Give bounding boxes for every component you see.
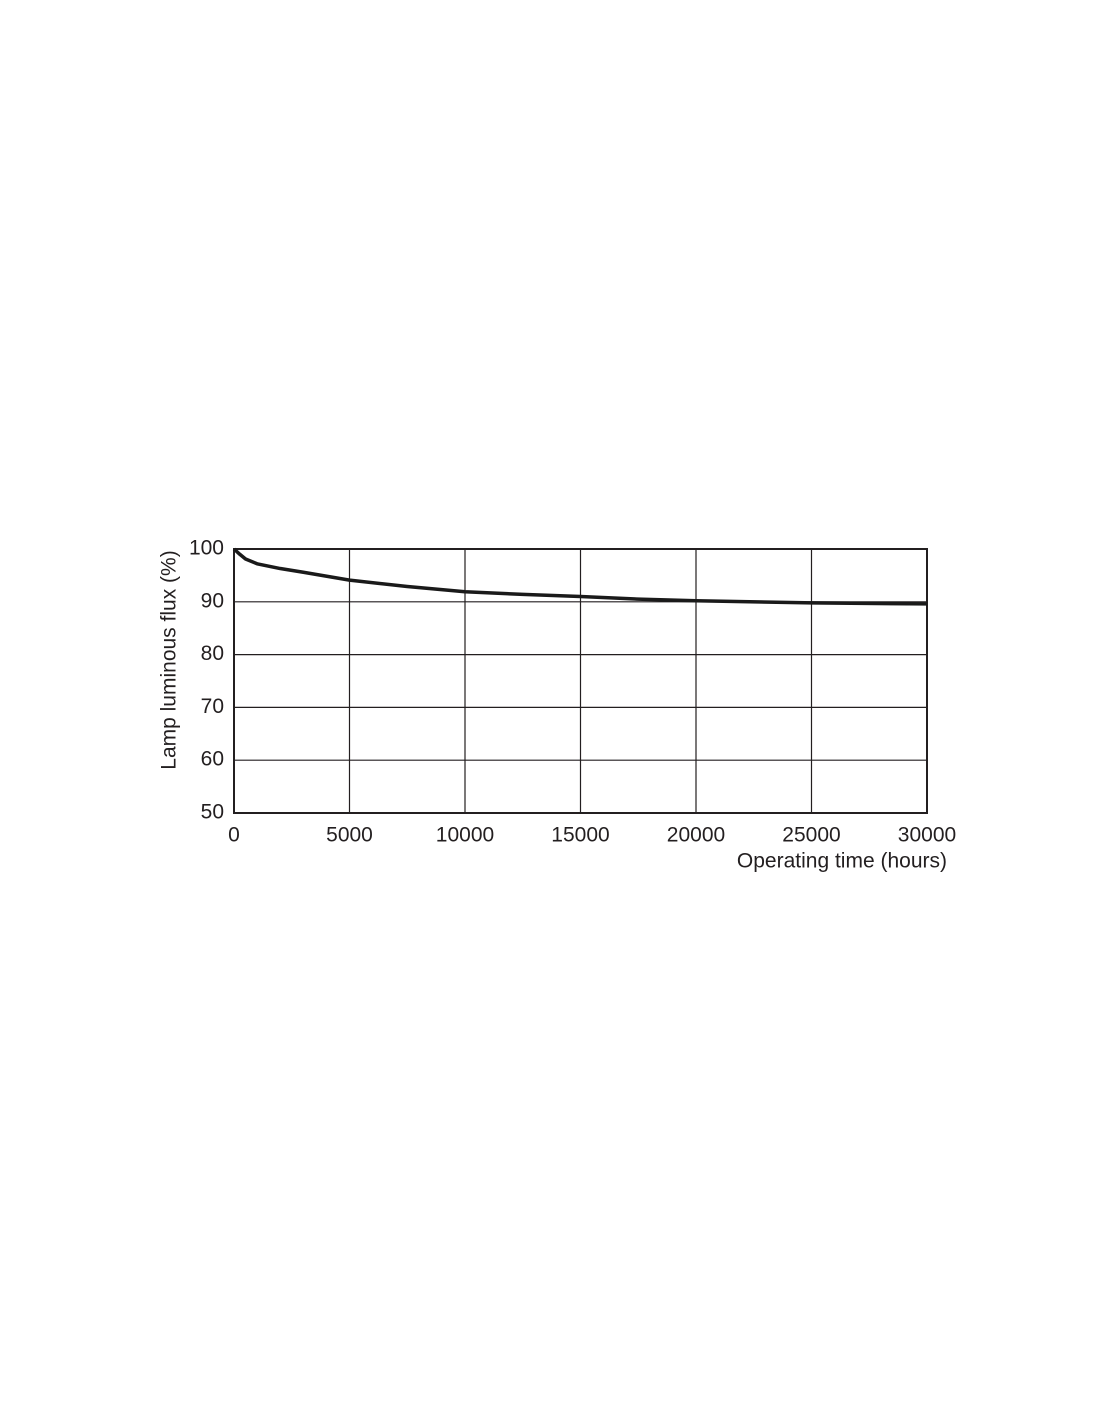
x-axis-label: Operating time (hours) (737, 850, 947, 873)
y-tick-label: 60 (201, 748, 224, 771)
y-tick-label: 80 (201, 642, 224, 665)
x-tick-label: 10000 (436, 824, 494, 847)
x-tick-label: 0 (228, 824, 240, 847)
y-tick-label: 50 (201, 801, 224, 824)
x-tick-label: 30000 (898, 824, 956, 847)
x-tick-label: 15000 (551, 824, 609, 847)
y-tick-label: 100 (189, 537, 224, 560)
x-tick-label: 25000 (782, 824, 840, 847)
y-tick-label: 70 (201, 695, 224, 718)
x-tick-label: 5000 (326, 824, 373, 847)
plot-frame (233, 548, 928, 814)
y-tick-label: 90 (201, 589, 224, 612)
y-axis-label: Lamp luminous flux (%) (158, 550, 181, 769)
data-line (232, 547, 928, 606)
x-tick-label: 20000 (667, 824, 725, 847)
